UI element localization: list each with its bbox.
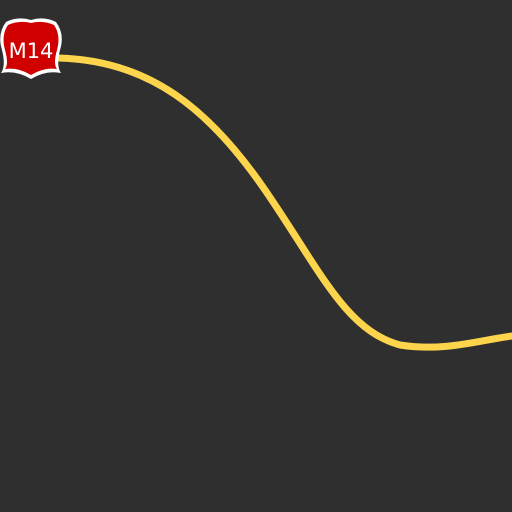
- road-shield-fill: [3, 21, 59, 75]
- route-shield-label: M14: [9, 39, 54, 63]
- highway-m14-road[interactable]: [54, 54, 512, 351]
- route-shield-m14[interactable]: M14: [0, 18, 62, 79]
